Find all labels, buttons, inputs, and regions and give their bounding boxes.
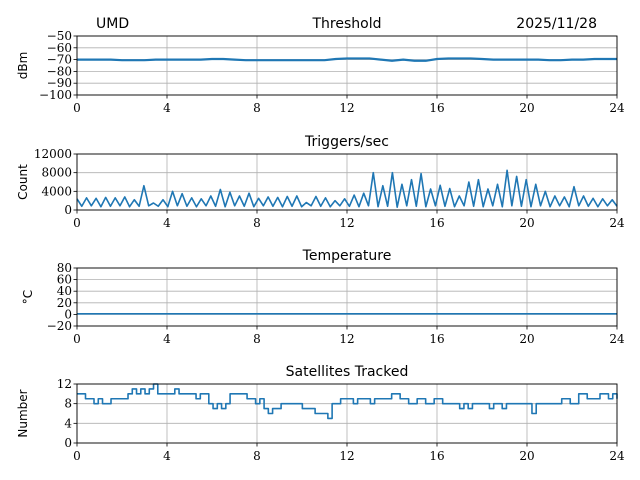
chart-title: Temperature bbox=[302, 248, 392, 264]
x-tick-label: 12 bbox=[339, 216, 354, 230]
triggers-series-line bbox=[76, 169, 618, 208]
y-tick-label: 20 bbox=[57, 296, 72, 310]
axes-frame bbox=[76, 153, 618, 211]
y-axis-label: dBm bbox=[16, 52, 30, 80]
x-tick-label: 8 bbox=[253, 332, 261, 346]
y-tick-label: −100 bbox=[39, 88, 72, 102]
threshold-series-line bbox=[77, 57, 617, 62]
x-tick-label: 8 bbox=[253, 216, 261, 230]
chart-title: Triggers/sec bbox=[304, 134, 389, 150]
y-tick-label: 0 bbox=[64, 203, 72, 217]
x-tick-label: 20 bbox=[519, 216, 534, 230]
x-tick-label: 24 bbox=[609, 332, 625, 346]
y-axis-label: °C bbox=[21, 290, 35, 304]
y-tick-label: 80 bbox=[57, 261, 72, 275]
y-tick-label: 12000 bbox=[34, 147, 72, 161]
x-tick-label: 16 bbox=[429, 101, 444, 115]
x-tick-label: 12 bbox=[339, 449, 354, 463]
x-tick-label: 4 bbox=[163, 216, 171, 230]
y-axis-label: Number bbox=[16, 389, 30, 437]
y-tick-label: −70 bbox=[47, 53, 72, 67]
x-tick-label: 20 bbox=[519, 449, 534, 463]
y-tick-label: −20 bbox=[47, 319, 72, 333]
axes-frame bbox=[76, 267, 618, 327]
y-tick-label: 12 bbox=[57, 377, 72, 391]
threshold-chart: Threshold 0 4 8 12 16 20 24 −100−90−80−70−60−50 d… bbox=[16, 16, 625, 115]
satellites-series-line bbox=[77, 383, 618, 420]
x-tick-label: 8 bbox=[253, 101, 261, 115]
y-axis-label: Count bbox=[16, 164, 30, 200]
x-tick-label: 0 bbox=[73, 332, 81, 346]
y-tick-label: 0 bbox=[64, 307, 72, 321]
y-tick-label: −50 bbox=[47, 29, 72, 43]
date-label: 2025/11/28 bbox=[516, 16, 597, 32]
x-tick-label: 16 bbox=[429, 332, 444, 346]
y-tick-label: 60 bbox=[57, 273, 72, 287]
x-tick-label: 8 bbox=[253, 449, 261, 463]
x-tick-label: 16 bbox=[429, 449, 444, 463]
x-tick-label: 24 bbox=[609, 101, 625, 115]
x-tick-label: 20 bbox=[519, 101, 534, 115]
axes-frame bbox=[76, 35, 618, 96]
site-label: UMD bbox=[96, 16, 129, 32]
x-tick-label: 12 bbox=[339, 101, 354, 115]
x-tick-label: 0 bbox=[73, 449, 81, 463]
y-tick-label: 0 bbox=[64, 436, 72, 450]
x-tick-label: 4 bbox=[163, 332, 171, 346]
triggers-chart: Triggers/sec 0 4 8 12 16 20 24 0 4000 8000 12000 Cou… bbox=[16, 134, 625, 230]
axes-frame bbox=[76, 383, 618, 444]
y-tick-label: 4 bbox=[64, 416, 72, 430]
y-tick-label: −80 bbox=[47, 64, 72, 78]
x-tick-label: 12 bbox=[339, 332, 354, 346]
x-tick-label: 20 bbox=[519, 332, 534, 346]
x-tick-label: 24 bbox=[609, 449, 625, 463]
x-tick-label: 24 bbox=[609, 216, 625, 230]
y-tick-label: 8 bbox=[64, 397, 72, 411]
x-tick-label: 4 bbox=[163, 101, 171, 115]
chart-title: Threshold bbox=[312, 16, 382, 32]
x-tick-label: 4 bbox=[163, 449, 171, 463]
x-tick-label: 16 bbox=[429, 216, 444, 230]
x-tick-label: 0 bbox=[73, 101, 81, 115]
y-tick-label: 40 bbox=[57, 284, 72, 298]
y-tick-label: −60 bbox=[47, 41, 72, 55]
y-tick-label: 8000 bbox=[41, 166, 72, 180]
y-tick-label: −90 bbox=[47, 76, 72, 90]
satellites-chart: Satellites Tracked 0 4 8 12 16 20 24 0 4 8 12 Number bbox=[16, 364, 625, 463]
x-tick-label: 0 bbox=[73, 216, 81, 230]
y-tick-label: 4000 bbox=[41, 184, 72, 198]
chart-title: Satellites Tracked bbox=[286, 364, 409, 380]
